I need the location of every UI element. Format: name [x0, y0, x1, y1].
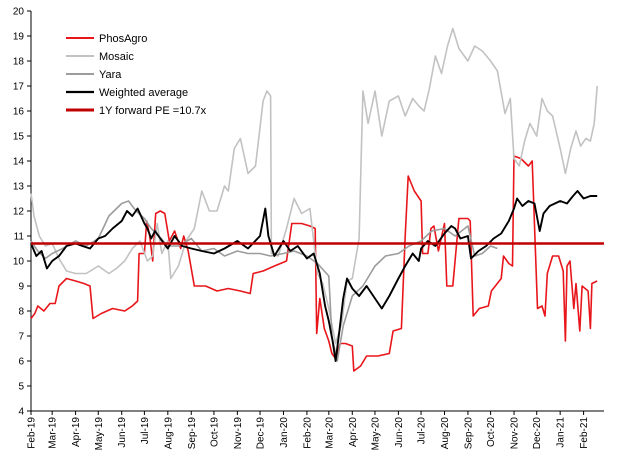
- series-lines: [30, 27, 604, 372]
- y-tick-label: 4: [18, 407, 24, 418]
- y-tick-label: 19: [13, 32, 25, 43]
- y-tick-label: 16: [13, 107, 25, 118]
- y-tick-label: 5: [18, 382, 24, 393]
- x-tick-label: Feb-20: [302, 417, 313, 449]
- legend-label: 1Y forward PE =10.7x: [99, 105, 207, 117]
- x-tick-label: Feb-19: [27, 417, 38, 449]
- x-tick-label: Dec-19: [256, 417, 267, 450]
- y-tick-label: 11: [14, 232, 25, 243]
- legend: PhosAgro Mosaic Yara Weighted average 1Y for…: [66, 33, 207, 117]
- x-tick-label: Aug-19: [163, 417, 174, 450]
- y-tick-label: 9: [18, 282, 24, 293]
- x-tick-label: May-19: [94, 417, 105, 451]
- x-tick-label: Mar-19: [48, 417, 59, 449]
- x-tick-label: Sep-19: [187, 417, 198, 450]
- y-tick-label: 10: [13, 257, 25, 268]
- x-tick-label: Jul-19: [140, 417, 151, 445]
- x-tick-label: Aug-20: [440, 417, 451, 450]
- x-tick-label: Apr-20: [348, 417, 359, 447]
- x-tick-label: Jul-20: [417, 417, 428, 445]
- legend-label: Yara: [99, 69, 122, 81]
- x-tick-label: Jan-20: [279, 417, 290, 448]
- y-tick-label: 8: [18, 307, 24, 318]
- series-line-yara: [30, 200, 498, 362]
- x-tick-label: Sep-20: [463, 417, 474, 450]
- y-tick-label: 13: [13, 182, 25, 193]
- axes: 4 5 6 7 8 9 10 11 12 13 14 15 16 17 18 19 20 Feb-19 Mar-19…: [13, 7, 604, 451]
- y-tick-label: 20: [13, 7, 25, 18]
- y-tick-label: 18: [13, 57, 25, 68]
- x-tick-label: Oct-19: [209, 417, 220, 447]
- series-line-phosagro: [30, 155, 598, 372]
- x-tick-label: Jun-20: [394, 417, 405, 448]
- y-tick-label: 12: [13, 207, 25, 218]
- legend-label: Mosaic: [99, 51, 134, 63]
- x-tick-label: Nov-20: [510, 417, 521, 450]
- x-tick-label: Apr-19: [71, 417, 82, 447]
- x-tick-label: Mar-20: [324, 417, 335, 449]
- x-tick-label: Jun-19: [117, 417, 128, 448]
- y-tick-label: 6: [18, 357, 24, 368]
- series-line-mosaic: [30, 27, 598, 345]
- x-tick-label: Dec-20: [532, 417, 543, 450]
- x-tick-label: Feb-21: [579, 417, 590, 449]
- series-line-weighted-average: [30, 190, 598, 362]
- y-tick-label: 14: [13, 157, 25, 168]
- x-tick-label: Jan-21: [556, 417, 567, 448]
- x-tick-label: Oct-20: [486, 417, 497, 447]
- y-tick-label: 17: [13, 82, 25, 93]
- x-tick-label: May-20: [370, 417, 381, 451]
- x-tick-label: Nov-19: [233, 417, 244, 450]
- legend-label: PhosAgro: [99, 33, 147, 45]
- y-tick-label: 15: [13, 132, 25, 143]
- y-tick-label: 7: [18, 332, 24, 343]
- legend-label: Weighted average: [99, 87, 188, 99]
